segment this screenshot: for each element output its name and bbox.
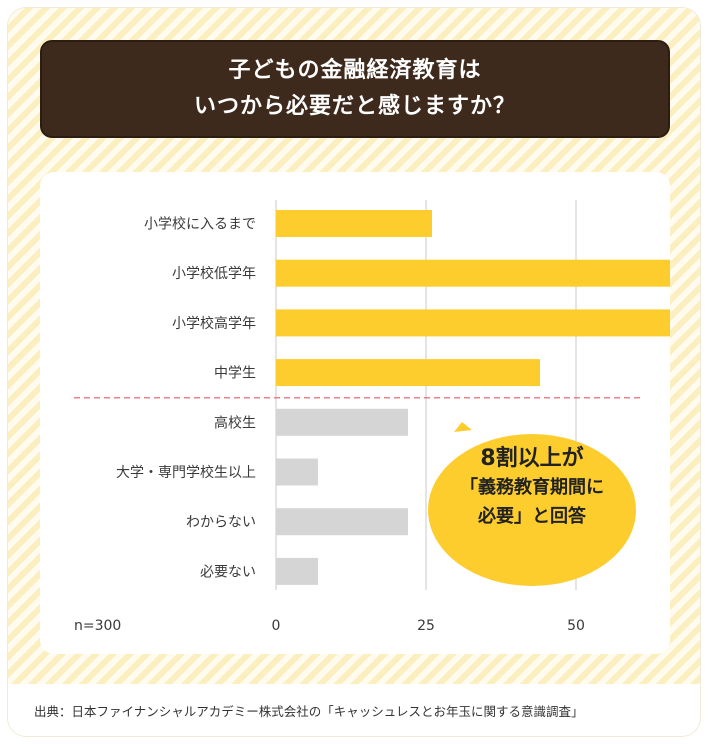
callout-line-2: 「義務教育期間に: [460, 477, 604, 498]
bar-7: [276, 557, 318, 585]
bar-5: [276, 458, 318, 486]
chart-panel: 小学校に入るまで小学校低学年 小学校高学年中学生高校生大学・専門学校生以上わからな…: [40, 172, 670, 654]
category-label-6: わからない: [186, 515, 256, 531]
tick-label-25: 25: [417, 618, 435, 634]
bar-1: [276, 259, 670, 287]
category-label-4: 高校生: [214, 414, 256, 431]
category-label-5: 大学・専門学校生以上: [116, 464, 256, 481]
bar-3: [276, 359, 540, 387]
category-label-1: 小学校低学年: [172, 265, 256, 282]
tick-label-50: 50: [567, 618, 585, 634]
category-label-7: 必要ない: [200, 564, 256, 580]
bar-4: [276, 408, 408, 436]
callout-text: 8割以上が 「義務教育期間に 必要」と回答: [424, 444, 640, 531]
tick-label-0: 0: [272, 618, 281, 634]
category-label-2: 小学校高学年: [172, 315, 256, 332]
callout-shape: [428, 422, 636, 586]
infographic-frame: 子どもの金融経済教育は いつから必要だと感じますか？ 小学校に入るまで小学校低学…: [8, 8, 700, 736]
callout-line-1: 8割以上が: [480, 446, 584, 471]
callout-line-3: 必要」と回答: [478, 506, 586, 527]
bar-2: [276, 309, 670, 337]
title-banner: 子どもの金融経済教育は いつから必要だと感じますか？: [40, 40, 670, 138]
bar-6: [276, 508, 408, 536]
title-line-1: 子どもの金融経済教育は: [228, 58, 482, 83]
callout-bubble: 8割以上が 「義務教育期間に 必要」と回答: [424, 422, 640, 588]
sample-size-note: n=300: [74, 618, 121, 634]
bar-0: [276, 210, 432, 237]
title-line-2: いつから必要だと感じますか？: [193, 94, 516, 119]
category-label-3: 中学生: [214, 366, 256, 382]
bar-chart: 小学校に入るまで小学校低学年小学校高学年中学生高校生大学・専門学校生以上わからな…: [74, 200, 670, 634]
source-note: 出典：日本ファイナンシャルアカデミー株式会社の「キャッシュレスとお年玉に関する意…: [34, 703, 584, 719]
category-label-0: 小学校に入るまで: [144, 216, 256, 233]
